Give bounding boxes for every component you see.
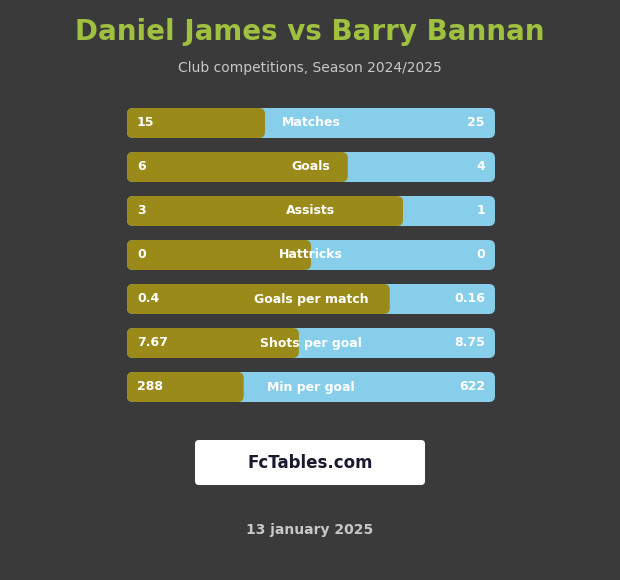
Text: 288: 288 [137,380,163,393]
Text: 0: 0 [476,248,485,262]
Text: 15: 15 [137,117,154,129]
FancyBboxPatch shape [127,372,495,402]
Text: Assists: Assists [286,205,335,218]
Text: 0: 0 [137,248,146,262]
FancyBboxPatch shape [127,196,495,226]
FancyBboxPatch shape [127,328,495,358]
FancyBboxPatch shape [127,240,495,270]
Text: 25: 25 [467,117,485,129]
FancyBboxPatch shape [127,152,495,182]
Text: 0.16: 0.16 [454,292,485,306]
FancyBboxPatch shape [127,372,244,402]
Text: Club competitions, Season 2024/2025: Club competitions, Season 2024/2025 [178,61,442,75]
FancyBboxPatch shape [127,108,495,138]
Text: Goals per match: Goals per match [254,292,368,306]
FancyBboxPatch shape [195,440,425,485]
Text: 0.4: 0.4 [137,292,159,306]
FancyBboxPatch shape [127,284,495,314]
Text: 13 january 2025: 13 january 2025 [246,523,374,537]
FancyBboxPatch shape [127,108,265,138]
Text: 3: 3 [137,205,146,218]
Text: Shots per goal: Shots per goal [260,336,362,350]
Text: Matches: Matches [281,117,340,129]
FancyBboxPatch shape [127,240,311,270]
Text: 8.75: 8.75 [454,336,485,350]
Text: 7.67: 7.67 [137,336,168,350]
FancyBboxPatch shape [127,196,403,226]
Text: Hattricks: Hattricks [279,248,343,262]
Text: Daniel James vs Barry Bannan: Daniel James vs Barry Bannan [75,18,545,46]
FancyBboxPatch shape [127,284,390,314]
Text: 622: 622 [459,380,485,393]
Text: 4: 4 [476,161,485,173]
Text: Min per goal: Min per goal [267,380,355,393]
FancyBboxPatch shape [127,328,299,358]
Text: 6: 6 [137,161,146,173]
Text: FcTables.com: FcTables.com [247,454,373,472]
FancyBboxPatch shape [127,152,348,182]
Text: 1: 1 [476,205,485,218]
Text: Goals: Goals [291,161,330,173]
